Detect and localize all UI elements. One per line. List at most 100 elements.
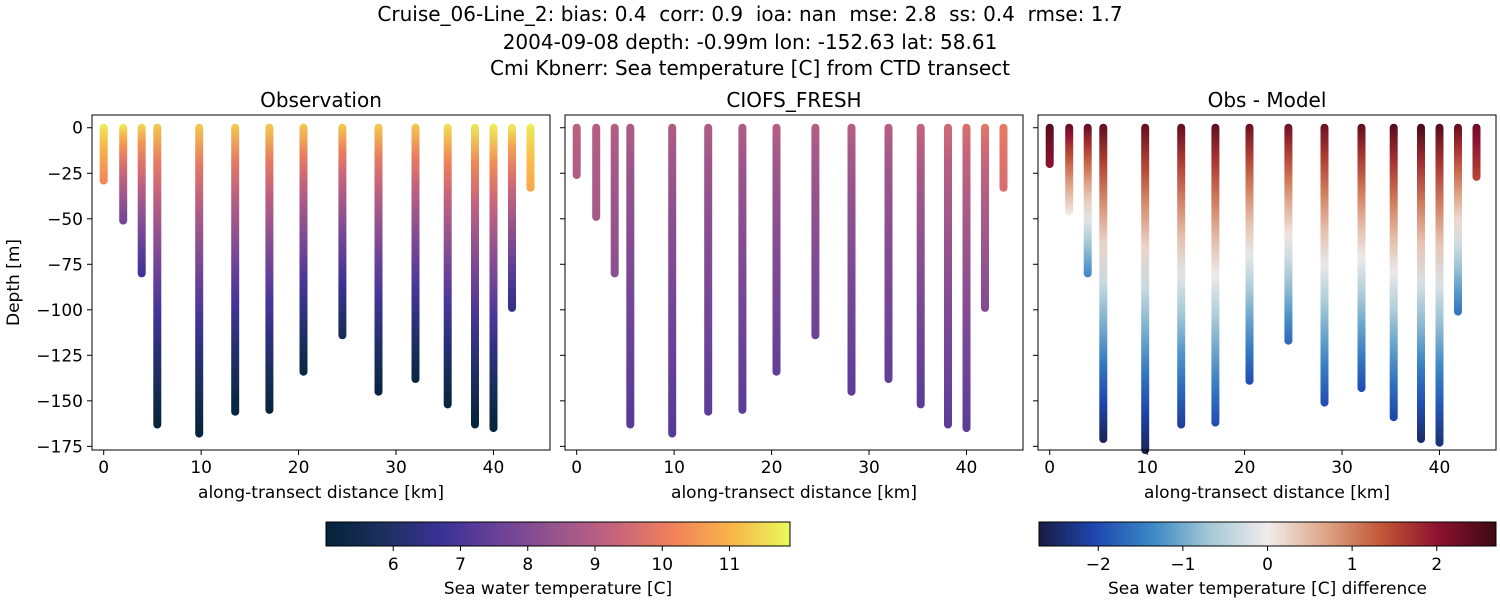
profile-1-12	[443, 123, 452, 409]
y-tick-label--100: −100	[36, 301, 83, 321]
profile-2-8	[772, 123, 781, 376]
colorbar-tick-label-1-0: 6	[388, 555, 399, 575]
colorbar-ramp-1	[325, 521, 791, 547]
panel-3: Obs - Model 0 10 20 30 40 along-transect dista…	[1033, 88, 1497, 503]
figure-title-line-1: Cruise_06-Line_2: bias: 0.4 corr: 0.9 io…	[377, 2, 1123, 26]
axes-frame-1	[91, 114, 551, 451]
panel-2: CIOFS_FRESH 0 10 20 30 40 along-transect dista…	[560, 88, 1024, 503]
profile-1-6	[231, 123, 240, 416]
x-tick-label-1-40: 40	[483, 458, 505, 478]
profile-3-12	[1389, 123, 1398, 422]
profile-3-8	[1245, 123, 1254, 385]
colorbar-tick-label-1-5: 11	[719, 555, 741, 575]
profile-2-2	[592, 123, 601, 221]
profile-1-7	[265, 123, 274, 414]
profile-1-9	[338, 123, 347, 340]
profile-2-11	[884, 123, 893, 383]
profile-1-2	[119, 123, 128, 225]
profile-2-12	[916, 123, 925, 409]
y-tick-label--50: −50	[47, 210, 83, 230]
panel-title-1: Observation	[260, 88, 382, 112]
profile-1-3	[137, 123, 146, 278]
figure-title-line-2: 2004-09-08 depth: -0.99m lon: -152.63 la…	[502, 30, 998, 54]
x-axis-label-3: along-transect distance [km]	[1144, 483, 1390, 503]
profile-2-1	[572, 123, 581, 179]
profile-3-6	[1177, 123, 1186, 429]
colorbar-tick-label-1-4: 10	[651, 555, 673, 575]
colorbar-label-2: Sea water temperature [C] difference	[1108, 579, 1427, 599]
profile-3-1	[1045, 123, 1054, 169]
profile-1-1	[99, 123, 108, 185]
profile-2-10	[847, 123, 856, 396]
colorbar-label-1: Sea water temperature [C]	[444, 579, 672, 599]
profile-3-9	[1284, 123, 1293, 345]
profile-1-13	[471, 123, 479, 429]
colorbar-1: 6 7 8 9 10 11 Sea water temperature [C]	[325, 521, 791, 599]
profile-2-13	[944, 123, 952, 429]
profile-3-5	[1141, 123, 1150, 454]
profile-3-10	[1320, 123, 1329, 407]
figure-title-line-3: Cmi Kbnerr: Sea temperature [C] from CTD…	[490, 56, 1010, 80]
y-tick-label--125: −125	[36, 346, 83, 366]
colorbar-tick-label-1-2: 8	[522, 555, 533, 575]
colorbar-tick-label-1-1: 7	[455, 555, 466, 575]
profile-2-7	[738, 123, 747, 414]
x-axis-label-2: along-transect distance [km]	[671, 483, 917, 503]
panel-1: Observation 0 10 20 30 40 0 −25 −50 −75 −100 −125 −1…	[4, 88, 551, 503]
x-tick-label-3-30: 30	[1331, 458, 1353, 478]
colorbar-tick-label-1-3: 9	[590, 555, 601, 575]
profile-1-4	[153, 123, 162, 429]
profile-2-9	[811, 123, 820, 340]
profile-2-14	[962, 123, 971, 433]
x-tick-label-1-0: 0	[98, 458, 109, 478]
profile-3-7	[1211, 123, 1220, 427]
profile-3-13	[1417, 123, 1425, 443]
colorbar-tick-label-2-1: −1	[1170, 555, 1195, 575]
profile-1-15	[508, 123, 516, 312]
y-axis-label: Depth [m]	[4, 239, 24, 326]
x-tick-label-3-0: 0	[1044, 458, 1055, 478]
profile-1-5	[195, 123, 204, 438]
profile-2-6	[704, 123, 713, 416]
x-tick-label-3-20: 20	[1234, 458, 1256, 478]
panel-title-3: Obs - Model	[1208, 88, 1327, 112]
colorbar-tick-label-2-3: 1	[1347, 555, 1358, 575]
x-tick-label-2-30: 30	[858, 458, 880, 478]
profile-2-5	[668, 123, 677, 438]
profile-1-16	[526, 123, 535, 192]
profile-1-10	[374, 123, 383, 396]
panel-title-2: CIOFS_FRESH	[726, 88, 861, 112]
x-tick-label-2-20: 20	[761, 458, 783, 478]
colorbar-tick-label-2-0: −2	[1086, 555, 1111, 575]
profile-1-8	[299, 123, 308, 376]
x-tick-label-2-40: 40	[956, 458, 978, 478]
x-tick-label-1-10: 10	[190, 458, 212, 478]
profile-3-4	[1099, 123, 1108, 443]
profile-2-15	[981, 123, 989, 312]
y-tick-label--150: −150	[36, 392, 83, 412]
profile-3-15	[1454, 123, 1462, 316]
colorbar-ramp-2	[1038, 521, 1497, 547]
x-tick-label-2-0: 0	[571, 458, 582, 478]
profile-1-11	[411, 123, 420, 383]
profile-2-4	[626, 123, 635, 429]
profile-3-14	[1435, 123, 1444, 447]
profile-3-3	[1083, 123, 1092, 278]
profile-3-11	[1357, 123, 1366, 393]
y-tick-label--75: −75	[47, 255, 83, 275]
x-axis-label-1: along-transect distance [km]	[198, 483, 444, 503]
colorbar-tick-label-2-4: 2	[1431, 555, 1442, 575]
x-tick-label-3-10: 10	[1136, 458, 1158, 478]
axes-frame-3	[1037, 114, 1497, 451]
profile-3-2	[1065, 123, 1074, 216]
profile-2-16	[999, 123, 1008, 192]
y-tick-label--175: −175	[36, 437, 83, 457]
x-tick-label-1-30: 30	[385, 458, 407, 478]
y-tick-label--25: −25	[47, 164, 83, 184]
profile-3-16	[1472, 123, 1481, 181]
y-tick-label-0: 0	[72, 119, 83, 139]
profile-1-14	[489, 123, 498, 433]
profile-2-3	[610, 123, 619, 278]
